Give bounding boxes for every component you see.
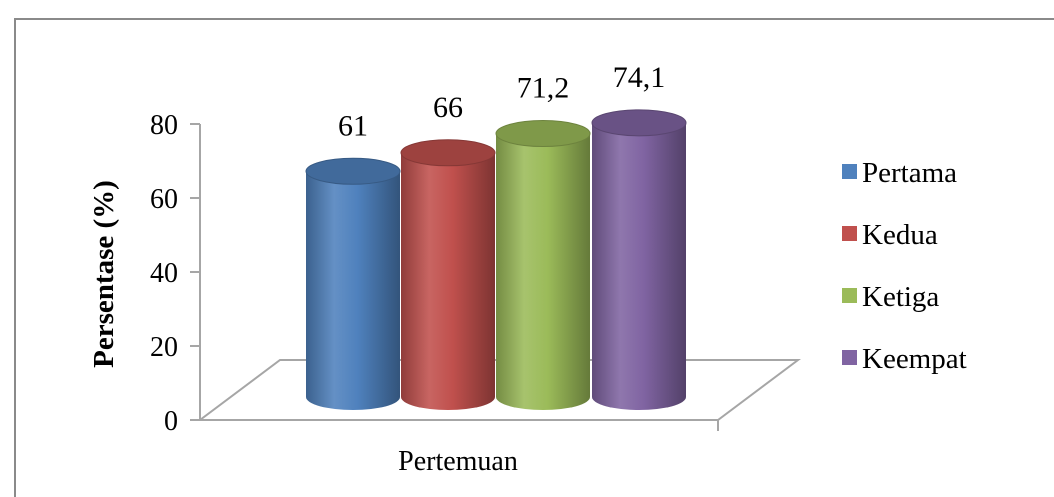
data-label-pertama: 61 xyxy=(338,109,368,142)
data-label-keempat: 74,1 xyxy=(613,61,666,94)
bar-body xyxy=(592,122,686,410)
legend-label-pertama: Pertama xyxy=(862,157,957,189)
bar-body xyxy=(401,152,495,411)
legend-label-keempat: Keempat xyxy=(862,343,967,375)
y-tick-label: 20 xyxy=(150,332,178,363)
legend-swatch-pertama xyxy=(842,164,857,179)
legend-swatch-ketiga xyxy=(842,288,857,303)
bars-group xyxy=(305,109,687,411)
y-tick-label: 40 xyxy=(150,258,178,289)
y-tick-label: 0 xyxy=(164,406,178,437)
y-axis-label: Persentase (%) xyxy=(88,180,120,368)
data-label-kedua: 66 xyxy=(433,91,463,124)
legend-swatch-kedua xyxy=(842,226,857,241)
y-tick-label: 80 xyxy=(150,110,178,141)
bar-kedua xyxy=(400,139,496,411)
legend-label-kedua: Kedua xyxy=(862,219,938,251)
bar-top xyxy=(591,109,687,137)
bar-body xyxy=(496,133,590,410)
bar-ketiga xyxy=(495,120,591,410)
y-axis-ticks: 0 20 40 60 80 xyxy=(150,110,200,437)
data-label-ketiga: 71,2 xyxy=(517,72,570,105)
legend-swatch-keempat xyxy=(842,350,857,365)
x-axis-label: Pertemuan xyxy=(398,446,518,477)
bar-top xyxy=(495,120,591,148)
bar-pertama xyxy=(305,157,401,410)
legend-label-ketiga: Ketiga xyxy=(862,281,939,313)
bar-keempat xyxy=(591,109,687,410)
bar-body xyxy=(306,171,400,410)
y-tick-label: 60 xyxy=(150,184,178,215)
bar-top xyxy=(400,139,496,167)
bar-top xyxy=(305,157,401,185)
data-labels: 61 66 71,2 74,1 xyxy=(338,61,665,142)
legend: Pertama Kedua Ketiga Keempat xyxy=(842,157,967,375)
